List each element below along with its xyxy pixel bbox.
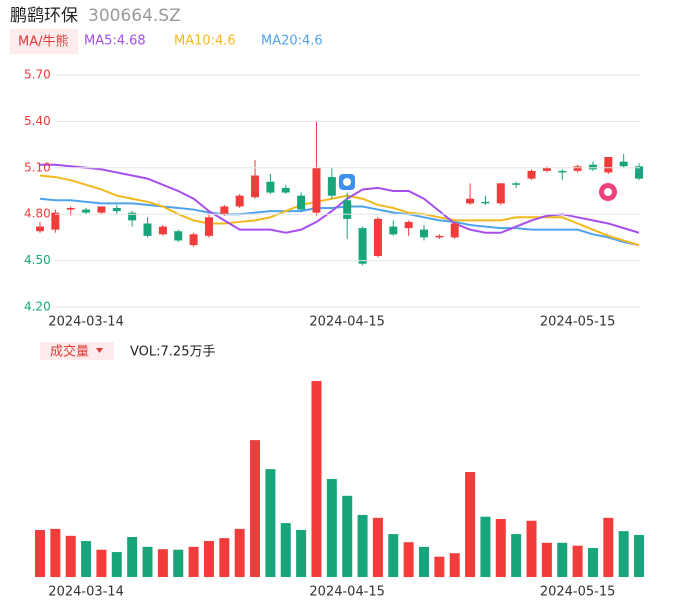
x-tick-label: 2024-03-14 — [48, 585, 124, 600]
volume-tab-bg[interactable] — [40, 342, 114, 360]
ma-legend: MA5:4.68 — [84, 34, 146, 49]
x-tick-label: 2024-05-15 — [540, 315, 616, 330]
volume-bar — [219, 538, 230, 577]
volume-bar — [50, 528, 61, 577]
volume-bar — [65, 535, 76, 577]
volume-legend: VOL:7.25万手 — [130, 345, 215, 360]
ma-tab-bg[interactable] — [10, 29, 78, 54]
y-tick-label: 4.20 — [24, 300, 51, 314]
badge-red — [599, 183, 617, 201]
volume-bar — [634, 534, 645, 577]
volume-bar — [495, 519, 506, 577]
volume-bar — [173, 549, 184, 577]
volume-bar — [618, 531, 629, 577]
volume-bar — [587, 548, 598, 577]
y-tick-label: 4.80 — [24, 207, 51, 221]
x-tick-label: 2024-04-15 — [309, 315, 385, 330]
volume-bar — [326, 478, 337, 577]
volume-bar — [388, 534, 399, 577]
volume-bar — [111, 552, 122, 577]
volume-bar — [372, 517, 383, 577]
volume-bar — [81, 541, 92, 577]
y-tick-label: 5.10 — [24, 160, 51, 174]
volume-bar — [203, 541, 214, 577]
x-tick-label: 2024-03-14 — [48, 315, 124, 330]
volume-bar — [403, 542, 414, 577]
dropdown-arrow[interactable] — [96, 348, 103, 353]
volume-bar — [188, 546, 199, 577]
volume-bar — [434, 556, 445, 577]
volume-bar — [449, 553, 460, 577]
y-tick-label: 5.40 — [24, 114, 51, 128]
volume-bar — [572, 545, 583, 577]
volume-bar — [511, 534, 522, 577]
volume-bar — [265, 469, 276, 577]
ma-tab[interactable]: MA/牛熊 — [18, 34, 69, 50]
volume-bar — [250, 440, 261, 577]
ma-legend: MA10:4.6 — [174, 34, 236, 49]
volume-bar — [419, 546, 429, 577]
volume-bar — [465, 472, 476, 577]
volume-bar — [541, 542, 552, 577]
volume-bar — [127, 536, 138, 577]
volume-bar — [35, 530, 45, 577]
x-tick-label: 2024-05-15 — [540, 585, 616, 600]
x-tick-label: 2024-04-15 — [309, 585, 385, 600]
ma-line — [39, 197, 640, 247]
volume-bar — [342, 495, 353, 577]
volume-bar — [480, 516, 491, 577]
volume-bar — [557, 542, 568, 577]
volume-bar — [280, 523, 291, 577]
volume-bar — [234, 528, 245, 577]
volume-bar — [157, 549, 168, 577]
ma-line — [40, 163, 640, 234]
stock-code: 300664.SZ — [88, 6, 181, 26]
y-tick-label: 5.70 — [24, 68, 51, 82]
ma-legend: MA20:4.6 — [261, 34, 323, 49]
volume-bar — [357, 514, 368, 577]
volume-bar — [311, 380, 322, 577]
badge-blue — [339, 174, 355, 190]
volume-bar — [296, 530, 307, 577]
volume-bar — [603, 517, 614, 577]
volume-bar — [96, 549, 107, 577]
y-tick-label: 4.50 — [24, 253, 51, 267]
volume-bar — [142, 546, 153, 577]
volume-tab[interactable]: 成交量 — [50, 344, 89, 360]
stock-name: 鹏鹞环保 — [10, 6, 78, 26]
volume-bar — [526, 520, 537, 577]
